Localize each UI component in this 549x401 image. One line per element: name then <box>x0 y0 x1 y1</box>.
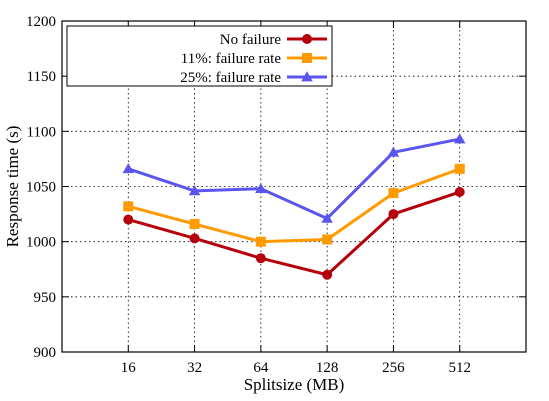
data-point-square <box>388 188 399 199</box>
data-point-circle <box>454 187 465 198</box>
series-1 <box>123 187 465 280</box>
x-tick-label: 512 <box>448 360 471 376</box>
series-line <box>127 190 461 277</box>
legend-swatch-marker <box>302 34 312 44</box>
data-point-circle <box>388 209 399 220</box>
series-line <box>127 167 461 244</box>
data-point-triangle <box>255 182 267 194</box>
legend-label: No failure <box>220 32 282 48</box>
x-tick-label: 32 <box>187 360 202 376</box>
data-point-triangle <box>321 212 333 223</box>
x-tick-label: 16 <box>121 360 137 376</box>
y-axis-title: Response time (s) <box>3 126 22 248</box>
y-tick-label: 1050 <box>26 180 56 196</box>
data-point-square <box>189 219 200 230</box>
legend-label: 25%: failure rate <box>180 70 281 86</box>
legend-item: 25%: failure rate <box>180 70 327 86</box>
y-tick-label: 1150 <box>27 69 56 85</box>
data-point-triangle <box>188 185 201 196</box>
x-tick-label: 128 <box>316 360 339 376</box>
x-axis-title: Splitsize (MB) <box>244 375 345 394</box>
data-point-circle <box>123 214 134 225</box>
x-tick-label: 64 <box>253 360 269 376</box>
legend: No failure 11%: failure rate 25%: failure … <box>66 25 333 87</box>
data-point-square <box>322 234 333 245</box>
legend-item: No failure <box>220 32 327 48</box>
legend-item: 11%: failure rate <box>181 51 327 67</box>
series-2 <box>123 163 465 247</box>
data-point-triangle <box>387 146 400 157</box>
y-tick-label: 900 <box>34 345 57 361</box>
y-tick-label: 1000 <box>26 235 56 251</box>
legend-label: 11%: failure rate <box>181 51 282 67</box>
series-layer <box>122 133 466 280</box>
data-point-square <box>123 201 134 212</box>
series-line <box>127 137 461 220</box>
y-tick-label: 1100 <box>27 124 56 140</box>
data-point-square <box>255 236 266 247</box>
legend-swatch-marker <box>302 53 312 63</box>
data-point-circle <box>189 233 200 244</box>
x-tick-label: 256 <box>382 360 405 376</box>
series-3 <box>122 133 466 223</box>
data-point-triangle <box>453 133 466 144</box>
data-point-triangle <box>122 163 135 174</box>
data-point-circle <box>322 269 333 280</box>
legend-swatch-marker <box>301 71 313 82</box>
y-tick-label: 1200 <box>26 14 56 30</box>
y-tick-label: 950 <box>34 290 57 306</box>
axes: 900 950 1000 1050 1100 1150 1200 16 32 64 128 256 51… <box>26 14 526 376</box>
data-point-circle <box>255 253 266 264</box>
data-point-square <box>454 163 465 174</box>
